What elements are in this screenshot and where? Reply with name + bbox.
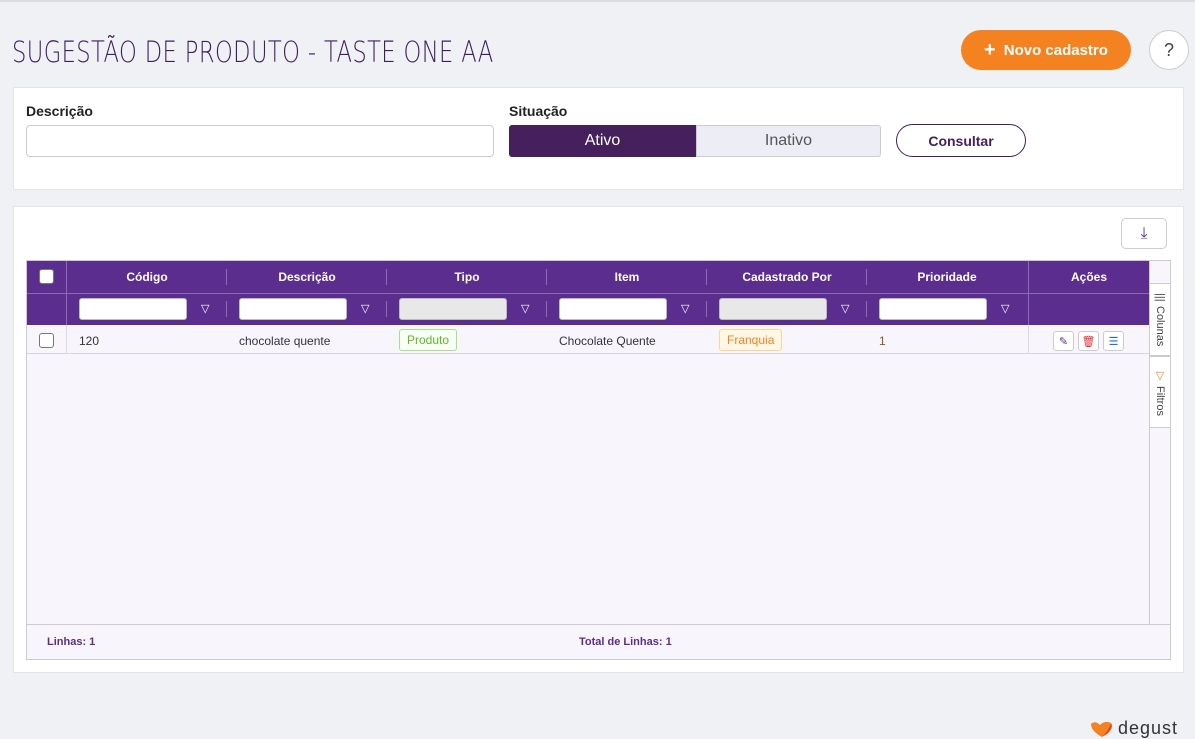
page-title: SUGESTÃO DE PRODUTO - TASTE ONE AA [12,35,494,69]
cell-prioridade: 1 [879,334,886,348]
filter-item-input[interactable] [559,298,667,320]
descricao-label: Descrição [26,103,93,119]
columns-tab[interactable]: ||| Colunas [1149,283,1171,356]
filter-icon[interactable]: ▽ [201,303,210,315]
filter-descricao-input[interactable] [239,298,347,320]
list-icon: ☰ [1108,335,1119,348]
filter-tipo-input[interactable] [399,298,507,320]
filter-icon[interactable]: ▽ [681,303,690,315]
col-prioridade[interactable]: Prioridade [867,261,1027,293]
filter-icon[interactable]: ▽ [521,303,530,315]
trash-icon: 🗑 [1081,335,1096,348]
degust-logo: degust [1089,718,1178,739]
delete-button[interactable]: 🗑 [1078,331,1099,351]
filter-icon: ▽ [1153,368,1166,382]
total-rows: Total de Linhas: 1 [579,636,672,648]
download-icon: ⤓ [1140,224,1148,242]
col-item[interactable]: Item [547,261,707,293]
cell-descricao: chocolate quente [239,334,331,348]
export-button[interactable]: ⤓ [1121,218,1167,249]
new-record-button[interactable]: + Novo cadastro [961,30,1131,70]
filter-prioridade-input[interactable] [879,298,987,320]
col-acoes: Ações [1029,261,1149,293]
tipo-badge: Produto [399,329,458,351]
columns-icon: ||| [1154,293,1166,302]
filter-icon[interactable]: ▽ [1001,303,1010,315]
heart-logo-icon [1091,721,1112,737]
col-codigo[interactable]: Código [67,261,227,293]
filter-icon[interactable]: ▽ [361,303,370,315]
rows-count: Linhas: 1 [47,636,96,648]
situacao-ativo[interactable]: Ativo [509,125,696,157]
col-cadastrado-por[interactable]: Cadastrado Por [707,261,867,293]
filter-cadastrado-input[interactable] [719,298,827,320]
col-tipo[interactable]: Tipo [387,261,547,293]
cell-item: Chocolate Quente [559,334,656,348]
consultar-button[interactable]: Consultar [896,124,1026,157]
filter-codigo-input[interactable] [79,298,187,320]
select-all-checkbox[interactable] [39,269,54,284]
situacao-inativo[interactable]: Inativo [696,125,881,157]
plus-icon: + [984,38,996,61]
help-button[interactable]: ? [1149,30,1189,70]
pencil-icon: ✎ [1058,335,1069,348]
descricao-input[interactable] [26,125,494,157]
edit-button[interactable]: ✎ [1053,331,1074,351]
table-row [27,325,1149,354]
situacao-label: Situação [509,103,568,119]
cell-codigo: 120 [79,334,100,348]
row-checkbox[interactable] [39,333,54,348]
details-button[interactable]: ☰ [1103,331,1124,351]
cadastrado-badge: Franquia [719,329,783,351]
filter-icon[interactable]: ▽ [841,303,850,315]
col-descricao[interactable]: Descrição [227,261,387,293]
filters-tab[interactable]: ▽ Filtros [1149,356,1171,428]
